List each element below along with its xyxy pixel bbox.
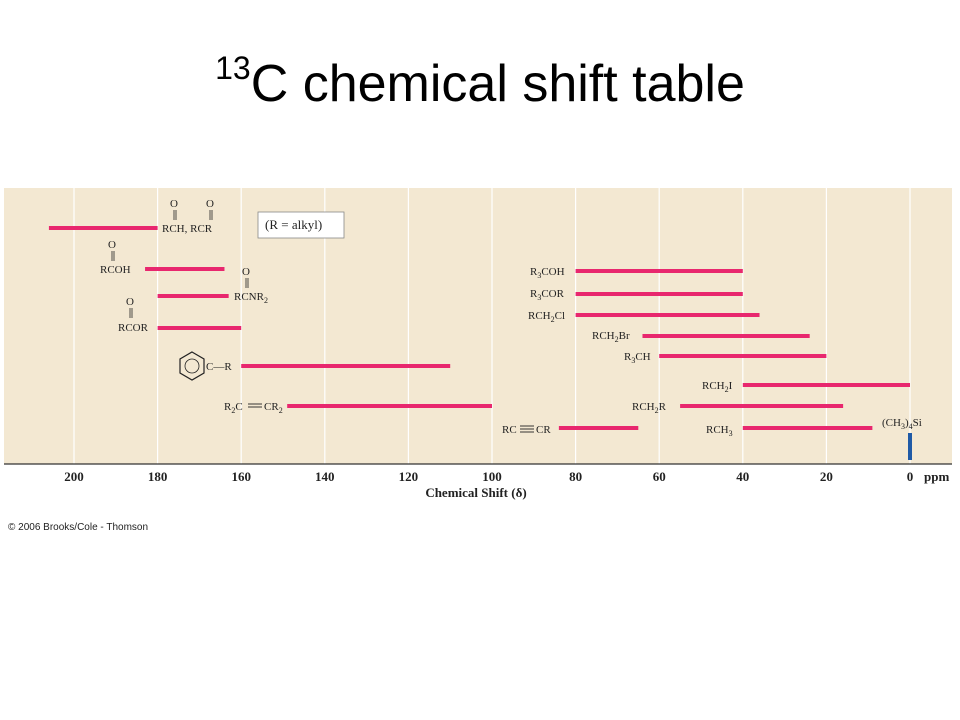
svg-text:RCH, RCR: RCH, RCR	[162, 223, 213, 235]
x-tick-label: 0	[907, 469, 914, 484]
svg-text:O: O	[206, 198, 214, 210]
x-tick-label: 20	[820, 469, 833, 484]
tick-layer: 200 180 160 140 120 100 80 60 40 20 0	[4, 463, 952, 484]
svg-text:RC: RC	[502, 424, 517, 436]
label-r3coh: R3COH	[530, 266, 565, 280]
title-text: C chemical shift table	[250, 55, 745, 113]
label-r3cor: R3COR	[530, 288, 565, 302]
grid-layer	[73, 188, 911, 464]
svg-text:RCNR2: RCNR2	[234, 291, 268, 305]
slide-title: 13C chemical shift table	[0, 52, 960, 110]
structure-labels: O O RCH, RCR (R = alkyl) O RCOH O RCNR2 …	[100, 198, 922, 438]
x-tick-label: 60	[653, 469, 666, 484]
label-acid: O RCOH	[100, 239, 131, 276]
label-alkyne: RC CR	[502, 424, 551, 436]
x-axis-label: Chemical Shift (δ)	[425, 485, 526, 500]
x-tick-label: 140	[315, 469, 335, 484]
svg-text:O: O	[126, 296, 134, 308]
reference-bar-tms	[908, 433, 912, 460]
label-alkene: R2C CR2	[224, 401, 283, 415]
svg-text:CR: CR	[536, 424, 551, 436]
svg-text:CR2: CR2	[264, 401, 283, 415]
x-tick-label: 160	[231, 469, 251, 484]
label-rch2br: RCH2Br	[592, 330, 630, 344]
benzene-ring-icon: C—R	[179, 351, 232, 381]
label-r3ch: R3CH	[624, 351, 651, 365]
svg-text:O: O	[108, 239, 116, 251]
x-tick-label: 180	[148, 469, 168, 484]
x-tick-label: 40	[736, 469, 749, 484]
label-ester: O RCOR	[118, 296, 149, 334]
label-rch2r: RCH2R	[632, 401, 667, 415]
label-aldehyde-ketone: O O RCH, RCR	[162, 198, 214, 235]
label-amide: O RCNR2	[234, 266, 268, 305]
svg-text:R2C: R2C	[224, 401, 243, 415]
svg-text:RCOR: RCOR	[118, 322, 149, 334]
bar-layer	[48, 226, 912, 460]
x-tick-label: 120	[399, 469, 419, 484]
annotation-box: (R = alkyl)	[257, 211, 345, 239]
x-tick-label: 80	[569, 469, 582, 484]
label-tms: (CH3)4Si	[882, 417, 922, 431]
title-superscript: 13	[215, 50, 251, 86]
label-rch3: RCH3	[706, 424, 733, 438]
svg-text:C—R: C—R	[206, 361, 232, 373]
label-rch2i: RCH2I	[702, 380, 733, 394]
svg-text:RCOH: RCOH	[100, 264, 131, 276]
x-tick-label: 100	[482, 469, 502, 484]
annotation-text: (R = alkyl)	[265, 217, 322, 232]
x-tick-label: 200	[64, 469, 84, 484]
svg-text:O: O	[242, 266, 250, 278]
axis-unit: ppm	[924, 469, 949, 484]
copyright-text: © 2006 Brooks/Cole - Thomson	[8, 522, 149, 533]
label-rch2cl: RCH2Cl	[528, 310, 565, 324]
svg-text:O: O	[170, 198, 178, 210]
